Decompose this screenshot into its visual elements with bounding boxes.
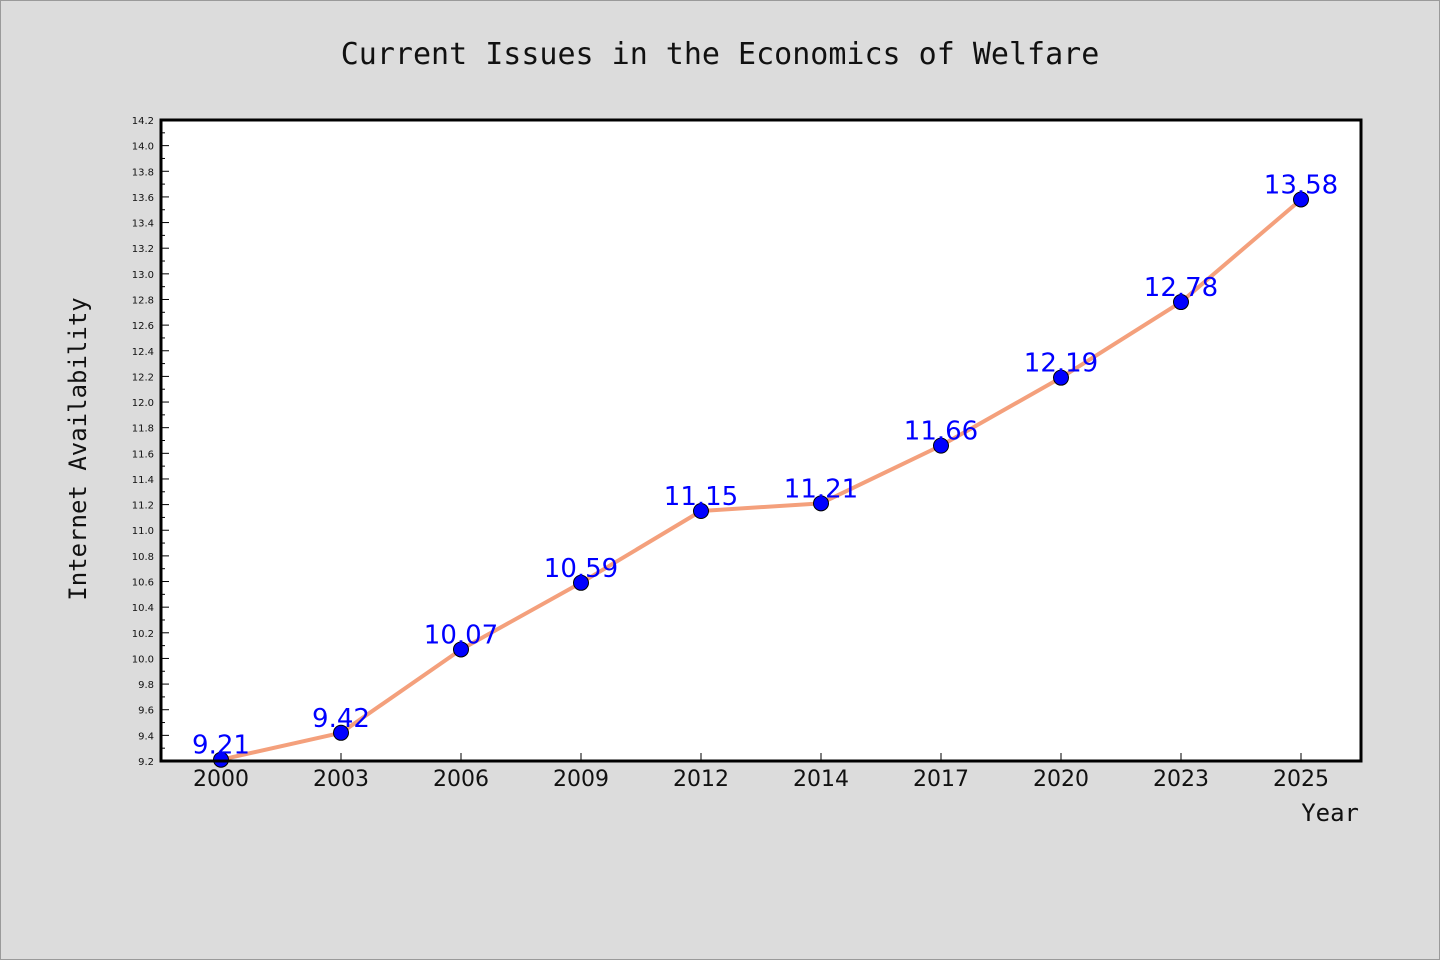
x-axis-label: Year xyxy=(1301,799,1359,827)
y-tick-label: 12.0 xyxy=(132,398,154,409)
x-tick-label: 2012 xyxy=(673,767,729,792)
data-point xyxy=(693,503,709,520)
data-point xyxy=(1173,294,1189,311)
data-label: 10.59 xyxy=(544,554,618,584)
data-label: 12.19 xyxy=(1024,349,1098,379)
x-axis-ticks: 2000 2003 2006 2009 2012 2014 2017 2020 2023 2025 xyxy=(193,753,1329,792)
x-tick-label: 2017 xyxy=(913,767,969,792)
data-label: 13.58 xyxy=(1264,170,1338,200)
y-tick-label: 11.6 xyxy=(132,449,154,460)
y-tick-label: 10.6 xyxy=(132,578,154,589)
x-tick-label: 2003 xyxy=(313,767,369,792)
data-label: 11.66 xyxy=(904,417,978,447)
y-tick-label: 10.2 xyxy=(132,629,154,640)
data-label: 10.07 xyxy=(424,620,498,650)
y-tick-label: 9.4 xyxy=(138,731,154,742)
y-tick-label: 13.6 xyxy=(132,193,154,204)
series-layer: 9.21 9.42 10.07 10.59 11.15 11.21 11.66 12.19 12… xyxy=(192,170,1338,768)
y-tick-label: 11.4 xyxy=(132,475,154,486)
data-point xyxy=(453,641,469,658)
chart-title: Current Issues in the Economics of Welfa… xyxy=(341,37,1100,72)
data-label: 12.78 xyxy=(1144,273,1218,303)
y-tick-label: 12.2 xyxy=(132,372,154,383)
y-tick-label: 11.2 xyxy=(132,501,154,512)
y-tick-label: 9.8 xyxy=(138,680,154,691)
x-tick-label: 2014 xyxy=(793,767,849,792)
y-axis-ticks: 9.2 9.4 9.6 9.8 10.0 10.2 10.4 10.6 10.8 11.0 11.2… xyxy=(132,116,169,768)
x-tick-label: 2023 xyxy=(1153,767,1209,792)
x-tick-label: 2009 xyxy=(553,767,609,792)
plot-frame xyxy=(159,118,1363,763)
y-axis-label: Internet Availability xyxy=(64,297,92,600)
y-tick-label: 13.2 xyxy=(132,244,154,255)
y-tick-label: 9.2 xyxy=(138,757,154,768)
x-tick-label: 2020 xyxy=(1033,767,1089,792)
data-label: 9.21 xyxy=(192,731,250,761)
data-point xyxy=(1293,191,1309,208)
y-tick-label: 13.8 xyxy=(132,167,154,178)
data-point xyxy=(333,724,349,741)
data-point xyxy=(573,574,589,591)
y-tick-label: 14.0 xyxy=(132,142,154,153)
x-tick-label: 2006 xyxy=(433,767,489,792)
y-tick-label: 12.8 xyxy=(132,295,154,306)
y-tick-label: 13.4 xyxy=(132,219,154,230)
x-tick-label: 2025 xyxy=(1273,767,1329,792)
y-tick-label: 13.0 xyxy=(132,270,154,281)
y-tick-label: 12.4 xyxy=(132,347,154,358)
y-tick-label: 9.6 xyxy=(138,706,154,717)
data-label: 11.21 xyxy=(784,474,858,504)
data-label: 11.15 xyxy=(664,482,738,512)
y-tick-label: 10.8 xyxy=(132,552,154,563)
plot-area xyxy=(161,120,1361,761)
y-tick-label: 12.6 xyxy=(132,321,154,332)
data-point xyxy=(813,495,829,512)
y-tick-label: 10.0 xyxy=(132,654,154,665)
data-point xyxy=(1053,369,1069,386)
data-label: 9.42 xyxy=(312,704,370,734)
data-point xyxy=(933,437,949,454)
x-tick-label: 2000 xyxy=(193,767,249,792)
y-tick-label: 14.2 xyxy=(132,116,154,127)
y-tick-label: 11.0 xyxy=(132,526,154,537)
y-tick-label: 11.8 xyxy=(132,424,154,435)
y-tick-label: 10.4 xyxy=(132,603,154,614)
series-line xyxy=(219,197,1303,762)
